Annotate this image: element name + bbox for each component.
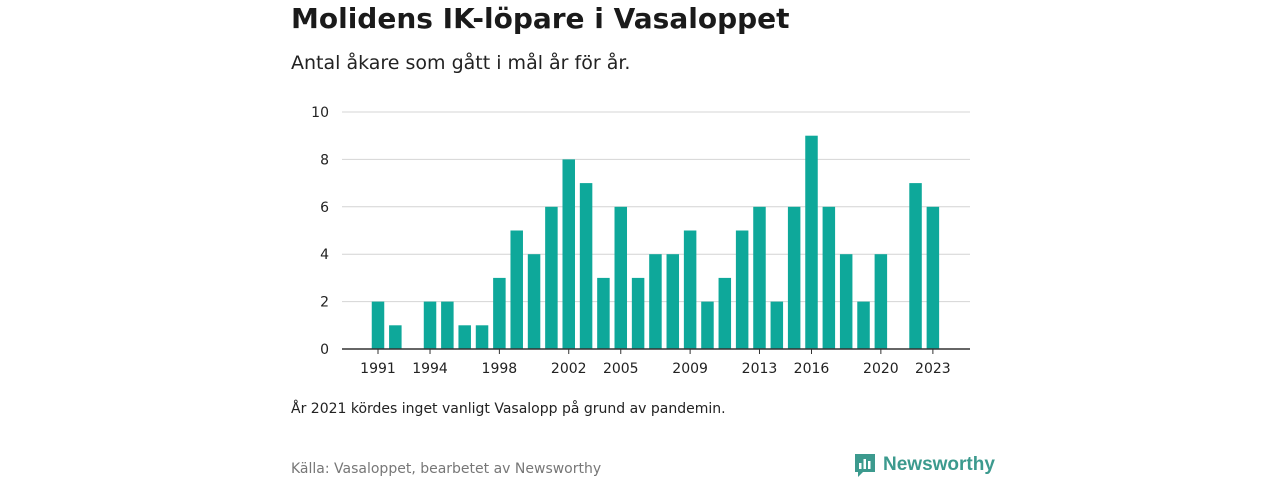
bar-2022 (909, 183, 922, 349)
bar-2020 (874, 254, 888, 349)
bar-2013 (753, 206, 766, 349)
bar-1998 (493, 277, 506, 349)
bar-1991 (371, 301, 385, 349)
x-tick-label: 2016 (794, 361, 830, 377)
x-tick-label: 1998 (482, 361, 518, 377)
chart-subtitle: Antal åkare som gått i mål år för år. (291, 52, 631, 74)
bar-2004 (597, 277, 610, 349)
bar-1999 (510, 230, 523, 349)
x-tick-label: 2023 (915, 361, 951, 377)
y-tick-label: 6 (320, 200, 329, 216)
y-tick-label: 4 (320, 247, 329, 263)
bar-2000 (527, 254, 541, 349)
bar-2009 (683, 230, 697, 349)
y-tick-label: 8 (320, 152, 329, 168)
x-tick-label: 2020 (863, 361, 899, 377)
bar-chart: 0 2 4 6 8 10 1991 1994 1998 2002 2005 2009 2013 2016… (311, 105, 970, 377)
bar-2017 (822, 206, 836, 349)
x-tick-label: 2009 (672, 361, 708, 377)
bars (371, 135, 940, 349)
bar-2007 (649, 254, 662, 349)
y-axis-labels: 0 2 4 6 8 10 (311, 105, 329, 358)
bar-1996 (458, 325, 471, 349)
bar-2005 (614, 206, 628, 349)
bar-chart-icon (855, 454, 875, 477)
bar-2012 (735, 230, 749, 349)
bar-2015 (787, 206, 801, 349)
x-tick-label: 2002 (551, 361, 587, 377)
x-axis-labels: 1991 1994 1998 2002 2005 2009 2013 2016 2020 2023 (360, 349, 951, 377)
x-tick-label: 2005 (603, 361, 639, 377)
bar-2002 (562, 159, 575, 349)
bar-2023 (926, 206, 940, 349)
bar-1994 (423, 301, 437, 349)
x-tick-label: 1991 (360, 361, 396, 377)
bar-2019 (857, 301, 870, 349)
bar-2014 (770, 301, 784, 349)
logo-text: Newsworthy (883, 454, 995, 475)
bar-2018 (839, 254, 853, 349)
bar-2016 (805, 135, 818, 349)
chart-note: År 2021 kördes inget vanligt Vasalopp på… (291, 401, 726, 417)
bar-2006 (631, 277, 645, 349)
bar-1995 (441, 301, 454, 349)
bar-2003 (579, 183, 593, 349)
bar-1992 (389, 325, 402, 349)
bar-2011 (718, 277, 732, 349)
y-tick-label: 0 (320, 342, 329, 358)
x-tick-label: 1994 (412, 361, 448, 377)
bar-1997 (475, 325, 489, 349)
bar-2010 (701, 301, 714, 349)
bar-2001 (545, 206, 558, 349)
x-tick-label: 2013 (742, 361, 778, 377)
chart-title: Molidens IK-löpare i Vasaloppet (291, 2, 790, 35)
bar-2008 (666, 254, 680, 349)
source-text: Källa: Vasaloppet, bearbetet av Newswort… (291, 461, 602, 477)
y-tick-label: 10 (311, 105, 329, 121)
y-tick-label: 2 (320, 295, 329, 311)
newsworthy-logo: Newsworthy (853, 452, 995, 478)
